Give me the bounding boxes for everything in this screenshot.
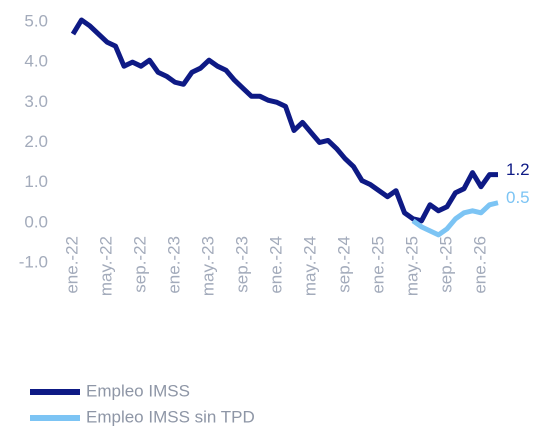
- value-label: 1.2: [506, 160, 530, 179]
- x-tick-label: ene.-24: [266, 236, 285, 294]
- legend-label: Empleo IMSS sin TPD: [86, 407, 255, 426]
- series-line: [70, 17, 498, 224]
- x-tick-label: sep.-25: [436, 236, 455, 293]
- x-tick-label: may.-22: [96, 236, 115, 296]
- x-tick-label: may.-23: [198, 236, 217, 296]
- x-tick-label: sep.-24: [334, 236, 353, 293]
- y-tick-label: 0.0: [24, 212, 48, 231]
- series-line: [411, 200, 499, 238]
- y-tick-label: 5.0: [24, 11, 48, 30]
- legend-label: Empleo IMSS: [86, 381, 190, 400]
- y-tick-label: 1.0: [24, 172, 48, 191]
- x-tick-label: sep.-22: [130, 236, 149, 293]
- x-tick-label: ene.-26: [470, 236, 489, 294]
- x-tick-label: sep.-23: [232, 236, 251, 293]
- x-tick-label: ene.-22: [62, 236, 81, 294]
- y-tick-label: 3.0: [24, 92, 48, 111]
- y-tick-label: -1.0: [19, 252, 48, 271]
- x-tick-label: may.-24: [300, 236, 319, 296]
- x-tick-label: ene.-23: [164, 236, 183, 294]
- x-tick-label: may.-25: [402, 236, 421, 296]
- y-tick-label: 4.0: [24, 52, 48, 71]
- x-tick-label: ene.-25: [368, 236, 387, 294]
- y-tick-label: 2.0: [24, 132, 48, 151]
- value-label: 0.5: [506, 188, 530, 207]
